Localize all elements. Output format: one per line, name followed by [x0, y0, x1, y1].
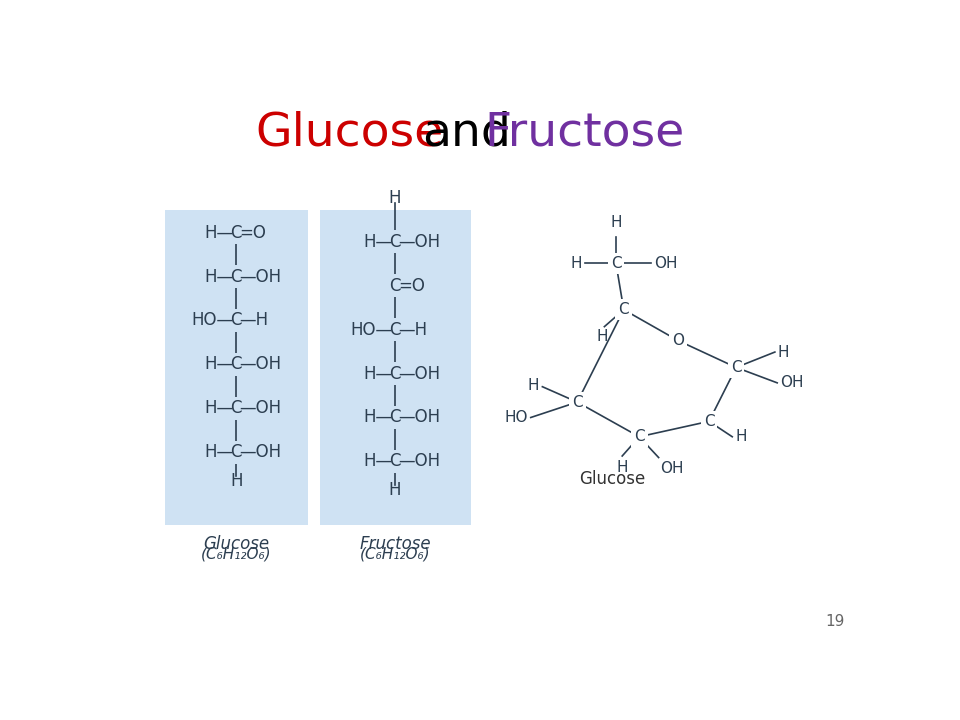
Text: C: C [230, 268, 242, 286]
Text: C: C [230, 443, 242, 461]
Text: C: C [390, 452, 401, 470]
Text: —OH: —OH [239, 268, 281, 286]
Text: H: H [528, 378, 540, 392]
Text: HO—: HO— [191, 312, 233, 330]
Text: C: C [390, 276, 401, 294]
Text: Glucose: Glucose [579, 470, 645, 488]
Text: H—: H— [204, 268, 233, 286]
Text: OH: OH [780, 375, 804, 390]
Text: —H: —H [398, 320, 427, 338]
Text: —OH: —OH [239, 356, 281, 374]
Text: C: C [390, 364, 401, 382]
Text: H—: H— [363, 364, 392, 382]
Text: H: H [735, 429, 747, 444]
Text: H—: H— [204, 443, 233, 461]
Text: —OH: —OH [239, 443, 281, 461]
Text: HO—: HO— [349, 320, 392, 338]
Text: C: C [618, 302, 629, 318]
Text: H: H [611, 215, 622, 230]
Text: —OH: —OH [239, 400, 281, 418]
Text: C: C [390, 408, 401, 426]
Text: =O: =O [398, 276, 425, 294]
Text: O: O [672, 333, 684, 348]
Text: and: and [422, 110, 511, 155]
Text: (C₆H₁₂O₆): (C₆H₁₂O₆) [202, 547, 272, 562]
Text: C: C [230, 356, 242, 374]
Text: —OH: —OH [398, 233, 441, 251]
Text: Glucose: Glucose [255, 110, 444, 155]
Text: H—: H— [363, 408, 392, 426]
Text: H: H [389, 189, 401, 207]
Text: C: C [731, 360, 741, 375]
Text: Fructose: Fructose [360, 534, 431, 552]
Text: C: C [230, 312, 242, 330]
Text: H—: H— [204, 356, 233, 374]
Text: H—: H— [363, 233, 392, 251]
Text: OH: OH [654, 256, 678, 271]
Text: Fructose: Fructose [484, 110, 684, 155]
Text: —OH: —OH [398, 452, 441, 470]
Text: OH: OH [660, 462, 684, 477]
Text: C: C [572, 395, 583, 410]
Text: C: C [704, 414, 714, 429]
Text: 19: 19 [826, 614, 845, 629]
Text: H—: H— [204, 400, 233, 418]
Text: H—: H— [204, 224, 233, 242]
Text: H: H [778, 345, 789, 359]
Text: HO: HO [504, 410, 528, 425]
Text: C: C [634, 429, 644, 444]
Text: C: C [230, 400, 242, 418]
Text: C: C [611, 256, 621, 271]
Text: H—: H— [363, 452, 392, 470]
Text: —OH: —OH [398, 408, 441, 426]
Text: =O: =O [239, 224, 266, 242]
Text: H: H [570, 256, 582, 271]
Text: H: H [616, 460, 628, 475]
Text: —OH: —OH [398, 364, 441, 382]
FancyBboxPatch shape [165, 210, 308, 526]
Text: H: H [596, 329, 608, 344]
Text: C: C [390, 233, 401, 251]
Text: C: C [390, 320, 401, 338]
Text: H: H [230, 472, 243, 490]
Text: C: C [230, 224, 242, 242]
Text: Glucose: Glucose [204, 534, 270, 552]
FancyBboxPatch shape [320, 210, 471, 526]
Text: —H: —H [239, 312, 269, 330]
Text: H: H [389, 481, 401, 499]
Text: (C₆H₁₂O₆): (C₆H₁₂O₆) [360, 547, 431, 562]
